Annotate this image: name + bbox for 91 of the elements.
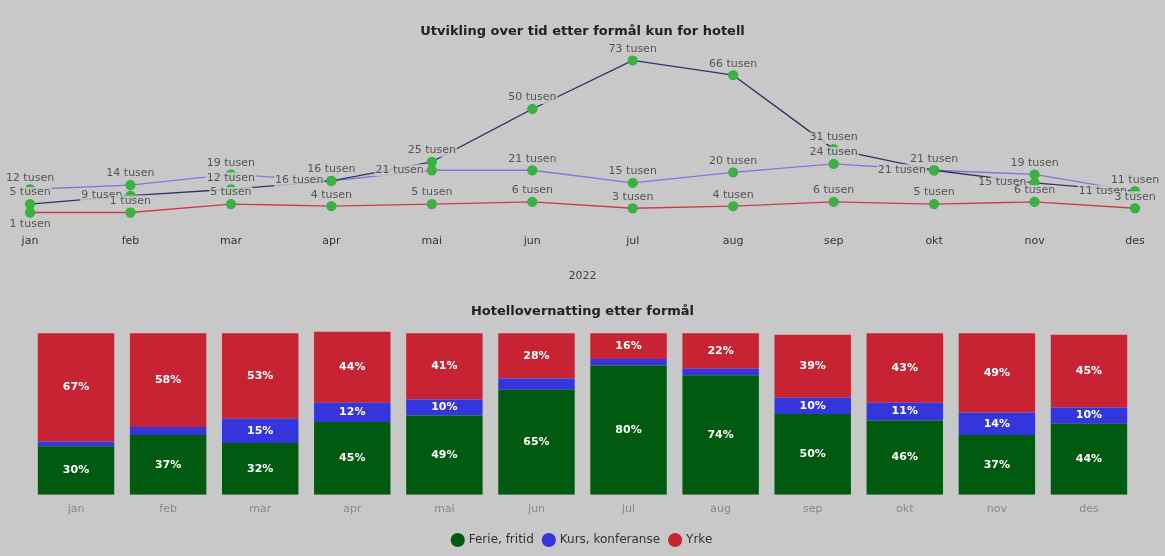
x-tick-label: mai [421, 234, 443, 248]
data-label: 16 tusen [275, 173, 324, 187]
chart-title: Utvikling over tid etter formål kun for hotell [420, 23, 745, 39]
data-label: 49% [431, 448, 458, 462]
data-label: 73 tusen [608, 41, 657, 55]
data-label: 20 tusen [709, 153, 758, 167]
data-label: 1 tusen [9, 216, 51, 230]
data-label: 21 tusen [508, 151, 557, 165]
data-label: 39% [799, 359, 826, 373]
x-tick-label: des [1079, 502, 1099, 516]
chart-title: Hotellovernatting etter formål [470, 303, 695, 319]
data-label: 16% [615, 339, 642, 352]
data-label: 49% [983, 365, 1011, 379]
data-label: 21 tusen [375, 162, 424, 176]
data-label: 25 tusen [407, 143, 456, 157]
x-tick-label: feb [159, 502, 177, 516]
data-label: 15% [247, 423, 274, 437]
x-tick-label: des [1125, 234, 1146, 248]
data-label: 74% [707, 427, 734, 441]
x-tick-label: mai [434, 502, 455, 516]
x-axis-title: 2022 [568, 269, 597, 283]
x-tick-label: sep [823, 234, 844, 248]
x-tick-label: nov [1024, 234, 1046, 248]
data-label: 15 tusen [608, 164, 657, 178]
data-label: 66 tusen [709, 56, 758, 70]
data-label: 4 tusen [310, 187, 353, 201]
data-label: 16 tusen [307, 162, 356, 176]
data-label: 46% [891, 450, 918, 464]
data-label: 41% [431, 359, 458, 373]
data-label: 11 tusen [1110, 172, 1160, 186]
data-label: 44% [1075, 452, 1103, 466]
data-label: 11% [891, 404, 918, 418]
data-label: 30% [62, 463, 90, 477]
data-label: 3 tusen [612, 189, 654, 203]
data-label: 24 tusen [809, 145, 858, 159]
data-label: 5 tusen [411, 185, 453, 199]
data-label: 21 tusen [909, 151, 959, 165]
data-label: 50 tusen [508, 90, 557, 104]
x-tick-label: aug [722, 234, 744, 248]
x-tick-label: jan [66, 502, 85, 516]
x-tick-label: nov [986, 502, 1008, 516]
data-label: 19 tusen [1010, 155, 1059, 169]
data-label: 10% [1075, 408, 1103, 422]
data-label: 28% [523, 348, 550, 362]
x-tick-label: apr [343, 502, 362, 516]
data-label: 12 tusen [206, 170, 256, 184]
data-label: 37% [983, 457, 1011, 471]
data-label: 4 tusen [712, 187, 754, 201]
legend-label: Yrke [685, 532, 713, 547]
data-label: 10% [799, 398, 826, 412]
x-tick-label: okt [925, 234, 944, 248]
data-label: 80% [615, 423, 642, 437]
data-label: 67% [62, 380, 90, 394]
x-tick-label: jun [522, 234, 541, 248]
data-label: 12% [339, 405, 366, 419]
data-label: 19 tusen [206, 155, 256, 169]
data-label: 37% [154, 457, 182, 471]
data-label: 22% [707, 343, 734, 357]
x-tick-label: okt [896, 502, 915, 516]
data-label: 6 tusen [813, 183, 855, 197]
data-label: 43% [891, 360, 918, 374]
x-tick-label: feb [121, 234, 140, 248]
data-label: 44% [339, 360, 366, 374]
x-tick-label: aug [710, 502, 731, 516]
data-label: 50% [799, 447, 826, 461]
x-tick-label: mar [249, 502, 272, 516]
data-label: 14 tusen [106, 166, 155, 180]
x-tick-label: apr [322, 234, 341, 248]
data-label: 65% [523, 435, 550, 449]
x-tick-label: mar [219, 234, 243, 248]
data-label: 14% [983, 416, 1011, 430]
x-tick-label: sep [802, 502, 823, 516]
data-label: 5 tusen [9, 185, 51, 199]
data-label: 45% [1075, 364, 1103, 378]
data-label: 58% [154, 372, 182, 386]
data-label: 31 tusen [809, 130, 858, 144]
legend-label: Kurs, konferanse [559, 532, 661, 547]
data-label: 21 tusen [877, 162, 927, 176]
legend-label: Ferie, fritid [468, 532, 534, 547]
data-label: 45% [339, 451, 366, 465]
data-label: 12 tusen [5, 170, 55, 184]
data-label: 5 tusen [913, 185, 955, 199]
data-label: 6 tusen [511, 183, 553, 197]
x-tick-label: jul [620, 502, 636, 516]
x-tick-label: jan [20, 234, 39, 248]
data-label: 10% [431, 400, 458, 414]
x-tick-label: jun [526, 502, 545, 516]
data-label: 53% [247, 368, 274, 382]
x-tick-label: jul [625, 234, 640, 248]
data-label: 5 tusen [210, 185, 252, 199]
data-label: 32% [247, 461, 274, 475]
